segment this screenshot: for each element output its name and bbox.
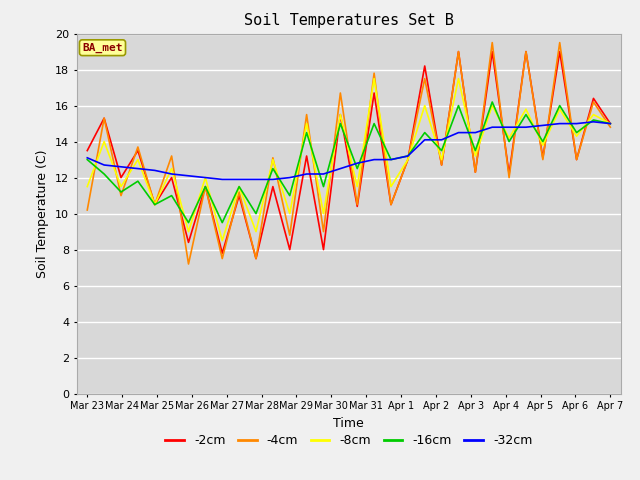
Y-axis label: Soil Temperature (C): Soil Temperature (C)	[36, 149, 49, 278]
Title: Soil Temperatures Set B: Soil Temperatures Set B	[244, 13, 454, 28]
Text: BA_met: BA_met	[82, 43, 123, 53]
X-axis label: Time: Time	[333, 417, 364, 430]
Legend: -2cm, -4cm, -8cm, -16cm, -32cm: -2cm, -4cm, -8cm, -16cm, -32cm	[160, 429, 538, 452]
